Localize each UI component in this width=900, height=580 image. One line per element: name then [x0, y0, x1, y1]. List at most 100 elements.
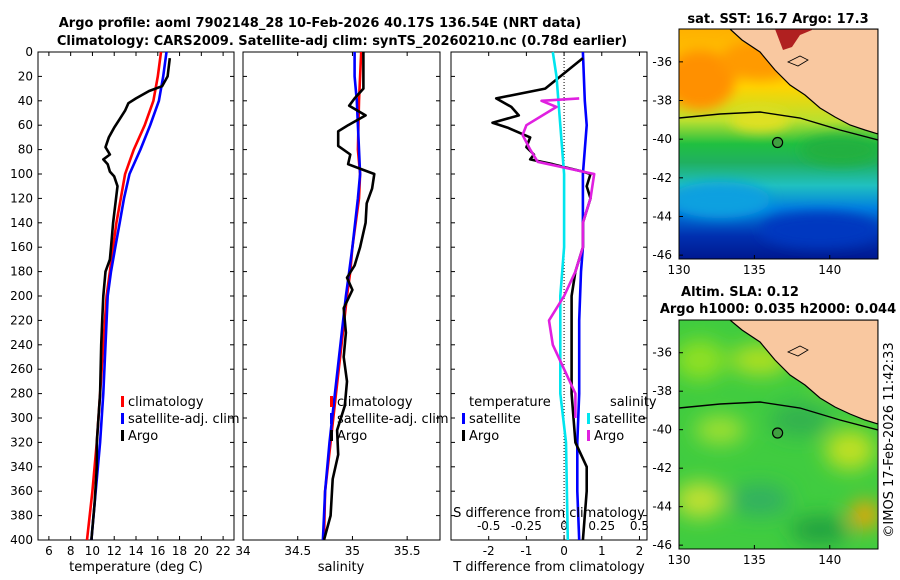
sst-map: sat. SST: 16.7 Argo: 17.3 [678, 12, 879, 260]
temperature-panel: 0 20 40 60 80 100 120 140 160 180 200 220 240 260 280 3… [10, 45, 235, 558]
map-y-tick-label: -40 [652, 132, 672, 146]
sla-map-subtitle: Argo h1000: 0.035 h2000: 0.044 [660, 302, 896, 317]
series-line-satellite [90, 51, 168, 541]
legend-label: Argo [594, 429, 624, 444]
salinity-legend: climatology satellite-adj. clim Argo [330, 395, 449, 444]
s-x-tick-label: 0.5 [630, 519, 649, 533]
series-line-s_satellite [551, 51, 570, 541]
y-tick-label: 80 [18, 143, 33, 157]
salinity-xlabel: salinity [318, 560, 365, 575]
map-x-tick-label: 135 [743, 553, 766, 567]
difference-legend: temperature salinity satellite Argo sate… [462, 395, 657, 444]
s-x-tick-label: -0.5 [477, 519, 500, 533]
legend-label: satellite-adj. clim [128, 412, 240, 427]
legend-swatch-climatology [121, 396, 124, 407]
y-tick-label: 20 [18, 69, 33, 83]
legend-swatch-satellite [121, 413, 124, 424]
series-line-argo [90, 57, 172, 541]
sla-map: Altim. SLA: 0.12 Argo h1000: 0.035 h2000… [660, 285, 896, 550]
x-tick-label: 35 [345, 544, 360, 558]
x-tick-label: 34.5 [284, 544, 311, 558]
credit-text: ©IMOS 17-Feb-2026 11:42:33 [882, 342, 897, 537]
x-tick-label: -1 [520, 544, 532, 558]
x-tick-label: 22 [215, 544, 230, 558]
legend-label: satellite [594, 412, 646, 427]
y-tick-label: 300 [10, 411, 33, 425]
legend-swatch-t-satellite [462, 413, 465, 424]
x-tick-label: 12 [107, 544, 122, 558]
series-line-argo [322, 52, 376, 541]
legend-swatch-s-satellite [587, 413, 590, 424]
temperature-xlabel: temperature (deg C) [69, 560, 203, 575]
legend-title-salinity: salinity [610, 395, 657, 410]
series-line-satellite [575, 51, 589, 541]
x-tick-label: -2 [483, 544, 495, 558]
x-tick-label: 18 [172, 544, 187, 558]
y-tick-label: 400 [10, 533, 33, 547]
x-tick-label: 14 [128, 544, 143, 558]
s-x-tick-label: 0.25 [588, 519, 615, 533]
sst-map-title: sat. SST: 16.7 Argo: 17.3 [687, 12, 868, 27]
x-tick-label: 1 [598, 544, 606, 558]
y-tick-label: 380 [10, 509, 33, 523]
legend-swatch-argo [121, 430, 124, 441]
y-tick-label: 100 [10, 167, 33, 181]
map-y-tick-label: -44 [652, 500, 672, 514]
y-tick-label: 40 [18, 94, 33, 108]
legend-swatch-argo [330, 430, 333, 441]
map-y-tick-label: -44 [652, 209, 672, 223]
y-tick-label: 160 [10, 240, 33, 254]
map-x-tick-label: 130 [668, 553, 691, 567]
y-tick-label: 220 [10, 313, 33, 327]
legend-swatch-climatology [330, 396, 333, 407]
map-y-tick-label: -36 [652, 346, 672, 360]
map-y-tick-label: -42 [652, 171, 672, 185]
x-tick-label: 6 [45, 544, 53, 558]
map-x-tick-label: 130 [668, 263, 691, 277]
x-tick-label: 2 [636, 544, 644, 558]
x-tick-label: 35.5 [394, 544, 421, 558]
plot-frame [450, 51, 648, 541]
legend-swatch-satellite [330, 413, 333, 424]
temperature-legend: climatology satellite-adj. clim Argo [121, 395, 240, 444]
y-tick-label: 120 [10, 191, 33, 205]
legend-label: satellite [469, 412, 521, 427]
map-y-tick-label: -36 [652, 55, 672, 69]
map-x-tick-label: 140 [818, 263, 841, 277]
plot-frame [37, 51, 235, 541]
x-tick-label: 0 [560, 544, 568, 558]
s-x-tick-label: -0.25 [511, 519, 542, 533]
legend-label: climatology [337, 395, 413, 410]
legend-label: Argo [128, 429, 158, 444]
legend-label: satellite-adj. clim [337, 412, 449, 427]
y-tick-label: 200 [10, 289, 33, 303]
legend-label: Argo [469, 429, 499, 444]
legend-label: climatology [128, 395, 204, 410]
legend-swatch-t-argo [462, 430, 465, 441]
argo-position-marker [771, 427, 784, 439]
map-y-tick-label: -46 [652, 248, 672, 262]
map-y-tick-label: -40 [652, 423, 672, 437]
chart-subtitle: Climatology: CARS2009. Satellite-adj cli… [57, 34, 627, 49]
x-tick-label: 10 [85, 544, 100, 558]
y-tick-label: 180 [10, 265, 33, 279]
series-line-s_argo [521, 97, 596, 418]
x-tick-label: 34 [235, 544, 250, 558]
x-tick-label: 8 [67, 544, 75, 558]
plot-frame [242, 51, 441, 541]
x-tick-label: 16 [150, 544, 165, 558]
map-x-tick-label: 140 [818, 553, 841, 567]
map-y-tick-label: -38 [652, 384, 672, 398]
map-x-tick-label: 135 [743, 263, 766, 277]
map-y-tick-label: -38 [652, 94, 672, 108]
y-tick-label: 320 [10, 435, 33, 449]
y-tick-label: 60 [18, 118, 33, 132]
y-tick-label: 360 [10, 484, 33, 498]
y-tick-label: 340 [10, 460, 33, 474]
x-tick-label: 20 [194, 544, 209, 558]
y-tick-label: 0 [25, 45, 33, 59]
y-tick-label: 240 [10, 338, 33, 352]
